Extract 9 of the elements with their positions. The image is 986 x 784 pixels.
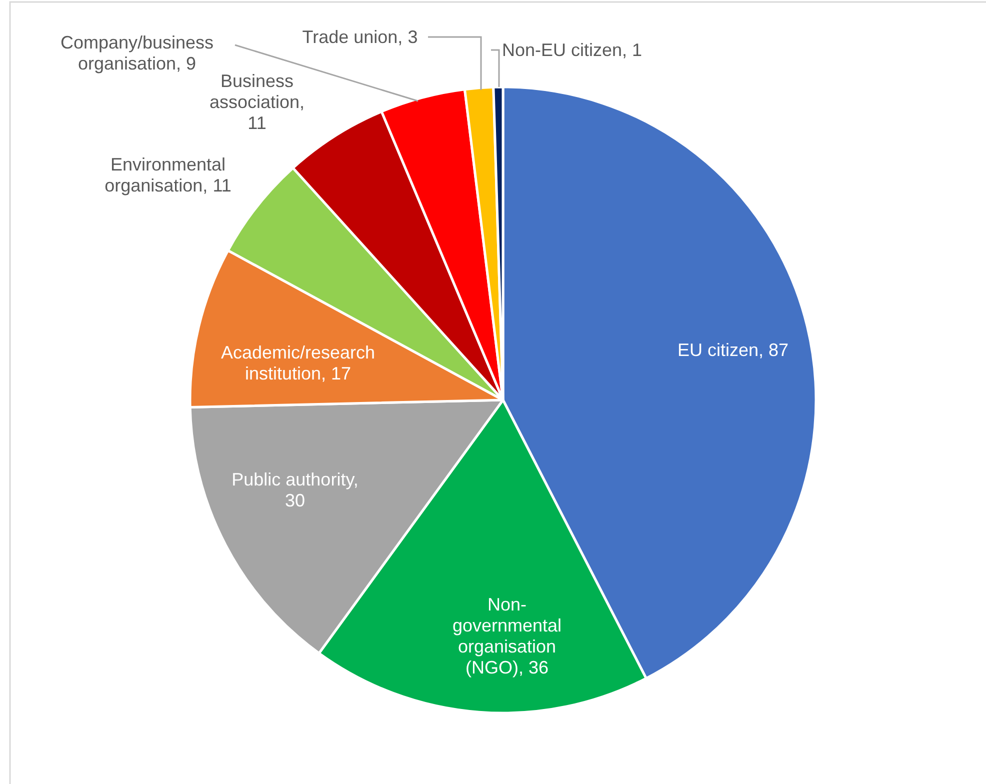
slice-label: Non-EU citizen, 1 bbox=[502, 40, 642, 60]
slice-label: EU citizen, 87 bbox=[677, 340, 789, 360]
slice-label: Public authority, 30 bbox=[232, 470, 358, 510]
slice-label: Trade union, 3 bbox=[302, 27, 418, 47]
slice-label: Academic/research institution, 17 bbox=[220, 342, 376, 384]
slice-label: Non-governmental organisation (NGO), 36 bbox=[452, 594, 562, 678]
slice-label: Company/business organisation, 9 bbox=[60, 32, 214, 74]
slice-label: Business association, 11 bbox=[209, 71, 305, 133]
slice-label: Environmental organisation, 11 bbox=[104, 154, 232, 196]
